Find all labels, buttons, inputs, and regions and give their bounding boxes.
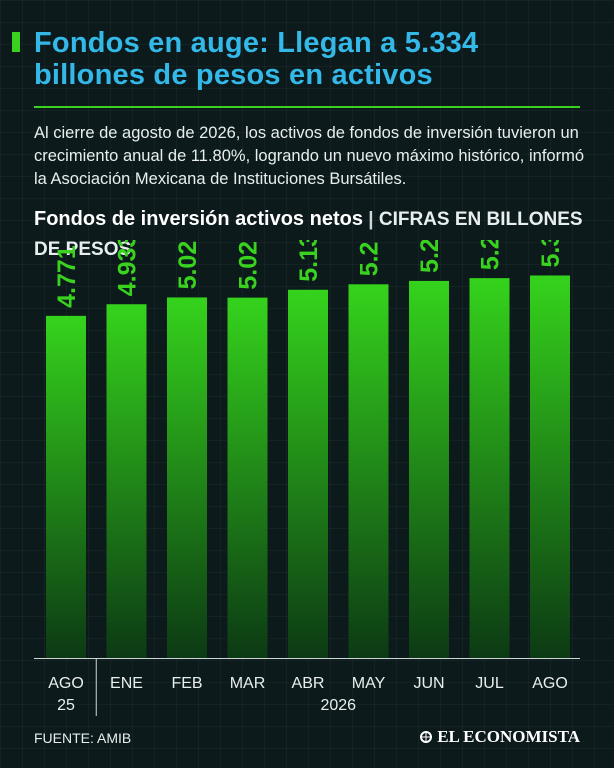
year-label-1: 25 [57,697,75,714]
intro-paragraph: Al cierre de agosto de 2026, los activos… [34,124,584,188]
bar-4 [227,297,268,658]
bar-5 [288,289,328,658]
brand-logo: EL ECONOMISTA [420,727,580,747]
bar-7 [409,280,449,658]
tick-label-9: AGO [532,675,568,692]
tick-label-5: ABR [292,675,325,692]
tick-label-3: FEB [171,675,202,692]
value-label-8: 5.297 [477,240,505,270]
tick-label-8: JUL [475,675,504,692]
value-label-4: 5.025 [235,240,263,290]
value-label-6: 5.211 [356,240,384,276]
tick-label-4: MAR [230,675,266,692]
page-title: Fondos en auge: Llegan a 5.334 billones … [34,27,479,91]
value-label-7: 5.258 [416,240,444,273]
value-label-9: 5.334 [537,240,565,267]
globe-icon [420,731,433,743]
tick-label-group: AGO ENE FEB MAR ABR MAY JUN JUL AGO 25 2026 [48,675,568,714]
year-label-2: 2026 [320,697,356,714]
bar-8 [469,278,510,658]
value-label-1: 4.771 [53,245,81,308]
bar-1 [46,315,86,658]
source-note: FUENTE: AMIB [34,730,132,746]
brand-name: EL ECONOMISTA [437,727,580,746]
chart-title: Fondos de inversión activos netos [34,208,363,230]
chart-heading-separator: | [368,209,374,230]
value-label-5: 5.135 [295,240,323,282]
bar-9 [530,275,570,658]
bar-2 [106,304,147,658]
chart-subtitle: CIFRAS EN BILLONES DE PESOS [34,209,583,260]
title-divider [34,106,580,108]
bar-6 [348,284,389,658]
value-label-2: 4.933 [114,240,142,296]
chart-heading: Fondos de inversión activos netos | CIFR… [34,204,594,265]
tick-label-7: JUN [413,675,444,692]
tick-label-2: ENE [110,675,143,692]
bar-3 [167,297,207,658]
title-accent-bar [12,32,20,52]
value-label-group: 4.771 4.933 5.028 5.025 5.135 5.211 5.258 5.297… [53,240,565,308]
tick-label-6: MAY [352,675,386,692]
bar-group [46,275,570,658]
bar-chart: 4.771 4.933 5.028 5.025 5.135 5.211 5.258 5.297… [34,240,580,716]
value-label-3: 5.028 [174,240,202,289]
tick-label-1: AGO [48,675,84,692]
